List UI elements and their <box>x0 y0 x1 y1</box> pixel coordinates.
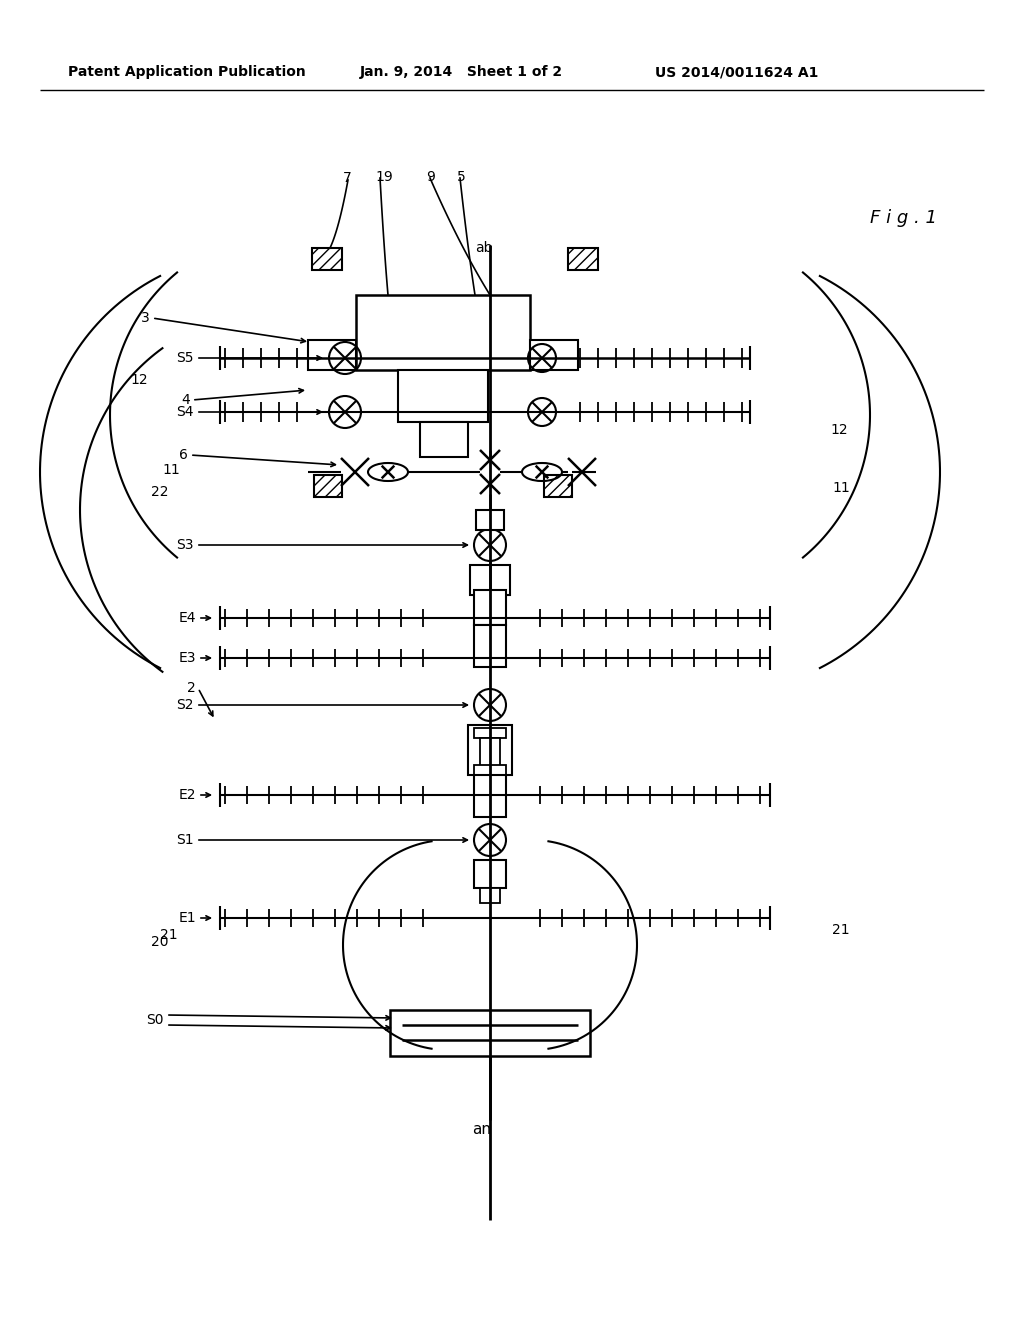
Bar <box>468 725 512 775</box>
Bar <box>480 738 500 768</box>
Text: 21: 21 <box>161 928 178 942</box>
Text: ab: ab <box>475 242 493 255</box>
Text: 11: 11 <box>162 463 180 477</box>
Text: S3: S3 <box>176 539 194 552</box>
Bar <box>390 1010 590 1056</box>
Text: S4: S4 <box>176 405 194 418</box>
Text: US 2014/0011624 A1: US 2014/0011624 A1 <box>655 65 818 79</box>
Bar <box>474 775 506 817</box>
Text: E4: E4 <box>178 611 196 624</box>
Text: E2: E2 <box>178 788 196 803</box>
Bar <box>314 475 342 498</box>
Text: 11: 11 <box>831 480 850 495</box>
Bar <box>476 510 504 531</box>
Text: E3: E3 <box>178 651 196 665</box>
Text: S2: S2 <box>176 698 194 711</box>
Bar <box>474 766 506 775</box>
Text: 21: 21 <box>831 923 850 937</box>
Bar <box>474 729 506 738</box>
Text: 3: 3 <box>141 312 150 325</box>
Text: 22: 22 <box>151 484 168 499</box>
Text: 7: 7 <box>343 172 352 185</box>
Bar <box>308 341 356 370</box>
Text: 12: 12 <box>130 374 148 387</box>
Text: 9: 9 <box>426 170 435 183</box>
Bar <box>356 294 530 370</box>
Bar <box>470 565 510 595</box>
Text: 5: 5 <box>457 170 466 183</box>
Text: S0: S0 <box>146 1012 164 1027</box>
Text: S5: S5 <box>176 351 194 366</box>
Text: 6: 6 <box>179 447 188 462</box>
Bar <box>568 248 598 271</box>
Text: Jan. 9, 2014   Sheet 1 of 2: Jan. 9, 2014 Sheet 1 of 2 <box>360 65 563 79</box>
Text: S1: S1 <box>176 833 194 847</box>
Text: Patent Application Publication: Patent Application Publication <box>68 65 306 79</box>
Bar <box>480 888 500 903</box>
Text: E1: E1 <box>178 911 196 925</box>
Text: 2: 2 <box>187 681 196 696</box>
Text: F i g . 1: F i g . 1 <box>870 209 937 227</box>
Text: 19: 19 <box>375 170 393 183</box>
Bar <box>420 422 468 457</box>
Bar <box>474 590 506 624</box>
Bar <box>312 248 342 271</box>
Bar <box>530 341 578 370</box>
Text: 12: 12 <box>830 422 848 437</box>
Text: 20: 20 <box>151 935 168 949</box>
Text: an: an <box>472 1122 492 1138</box>
Bar <box>398 370 488 422</box>
Bar <box>544 475 572 498</box>
Text: 4: 4 <box>181 393 190 407</box>
Bar <box>474 624 506 667</box>
Bar <box>474 861 506 888</box>
